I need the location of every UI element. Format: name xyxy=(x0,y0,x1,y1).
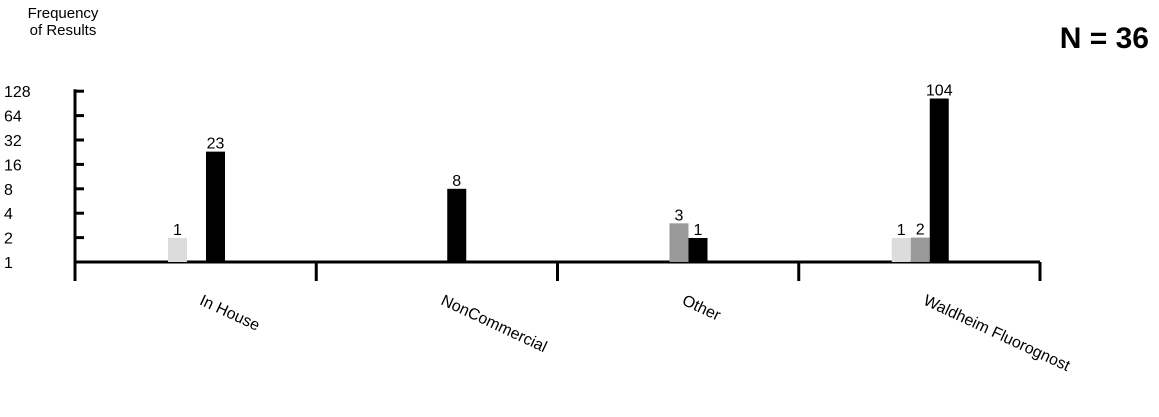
y-tick-label: 4 xyxy=(4,206,13,223)
y-tick-label: 64 xyxy=(4,109,22,126)
y-tick-label: 16 xyxy=(4,157,22,174)
x-category-label: In House xyxy=(197,292,262,335)
bar-value-label: 2 xyxy=(916,222,925,239)
bar xyxy=(688,238,708,262)
bar-value-label: 1 xyxy=(694,222,703,239)
bar xyxy=(447,188,467,262)
bar-value-label: 1 xyxy=(897,222,906,239)
sample-size-label: N = 36 xyxy=(1059,22,1149,55)
x-category-label: Other xyxy=(679,292,723,325)
x-category-label: NonCommercial xyxy=(438,292,549,356)
bar xyxy=(929,98,949,262)
y-tick-label: 128 xyxy=(4,84,31,101)
bar xyxy=(168,238,187,262)
y-tick-label: 2 xyxy=(4,231,13,248)
y-tick-label: 8 xyxy=(4,182,13,199)
y-tick-label: 32 xyxy=(4,133,22,150)
y-axis-label: Frequency of Results xyxy=(27,5,99,39)
bar-value-label: 104 xyxy=(926,83,953,100)
bar xyxy=(206,151,225,262)
bar xyxy=(669,223,689,262)
bar xyxy=(910,237,930,262)
bar-value-label: 8 xyxy=(452,173,461,190)
bar xyxy=(891,238,911,262)
bar-value-label: 1 xyxy=(173,222,182,239)
bar-value-label: 23 xyxy=(207,136,225,153)
bar-value-label: 3 xyxy=(675,207,684,224)
x-category-label: Waldheim Fluorognost xyxy=(921,292,1073,375)
y-tick-label: 1 xyxy=(4,255,13,272)
